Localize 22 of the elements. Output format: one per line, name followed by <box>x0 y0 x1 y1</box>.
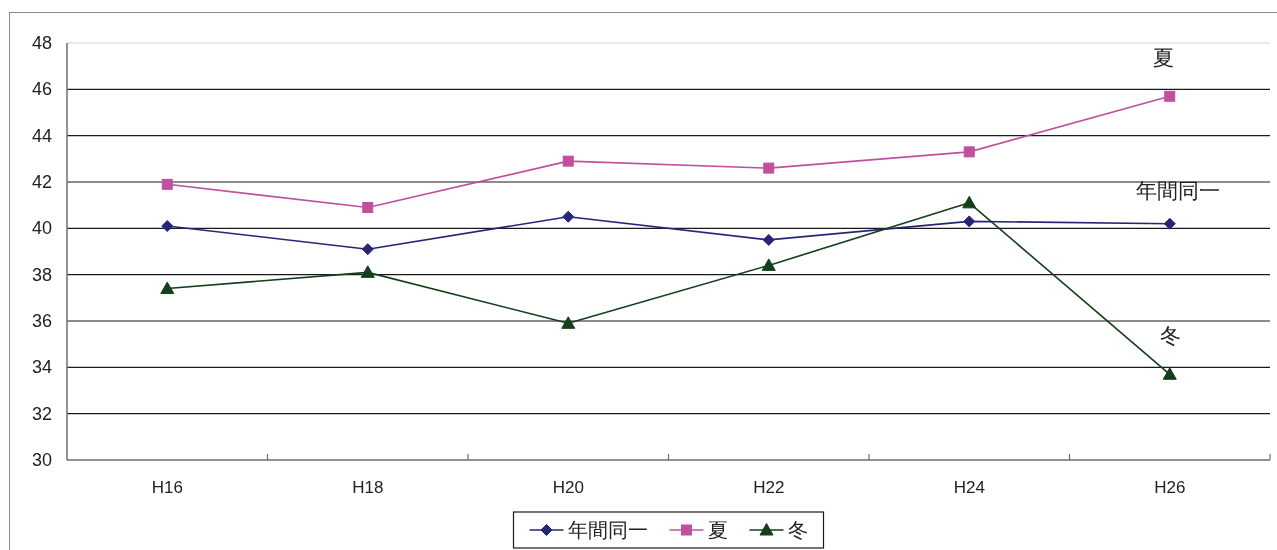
annotation: 夏 <box>1152 45 1174 69</box>
legend-label: 年間同一 <box>567 519 648 541</box>
y-tick-label: 38 <box>31 264 52 285</box>
y-tick-label: 42 <box>31 172 52 192</box>
x-tick-label: H18 <box>352 477 384 497</box>
y-tick-label: 46 <box>31 79 52 100</box>
y-tick-label: 34 <box>31 357 52 378</box>
y-tick-label: 30 <box>31 450 52 470</box>
y-tick-label: 32 <box>31 403 52 424</box>
y-tick-label: 36 <box>31 311 52 331</box>
x-tick-label: H20 <box>552 477 584 497</box>
x-tick-label: H24 <box>953 477 985 497</box>
legend-label: 夏 <box>707 519 728 541</box>
annotation: 冬 <box>1159 323 1181 347</box>
x-tick-label: H26 <box>1154 477 1186 497</box>
y-tick-label: 48 <box>31 33 52 53</box>
y-tick-label: 44 <box>31 125 52 146</box>
legend-label: 冬 <box>787 519 808 541</box>
annotation: 年間同一 <box>1136 178 1220 202</box>
x-tick-label: H16 <box>151 477 183 497</box>
x-tick-label: H22 <box>753 477 785 497</box>
y-tick-label: 40 <box>31 218 52 239</box>
